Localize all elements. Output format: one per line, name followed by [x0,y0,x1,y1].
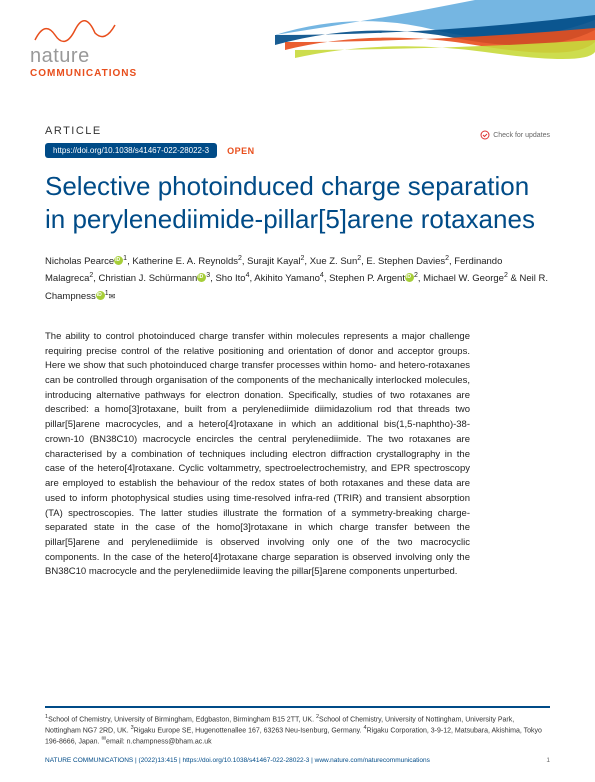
logo-squiggle-icon [30,15,120,45]
header-ribbon [275,0,595,80]
orcid-icon [197,273,206,282]
article-type-label: ARTICLE [45,125,550,137]
affiliations: 1School of Chemistry, University of Birm… [45,706,550,747]
check-updates-button[interactable]: Check for updates [480,130,550,140]
author-list: Nicholas Pearce1, Katherine E. A. Reynol… [45,253,550,305]
orcid-icon [96,291,105,300]
page-number: 1 [546,757,550,764]
check-updates-label: Check for updates [493,132,550,139]
orcid-icon [114,256,123,265]
open-access-label: OPEN [227,146,255,156]
article-title: Selective photoinduced charge separation… [45,170,550,235]
abstract-text: The ability to control photoinduced char… [45,330,550,580]
envelope-icon: ✉ [109,290,116,304]
footer-citation: NATURE COMMUNICATIONS | (2022)13:415 | h… [45,757,430,764]
journal-header: nature COMMUNICATIONS [0,0,595,85]
orcid-icon [405,273,414,282]
doi-link[interactable]: https://doi.org/10.1038/s41467-022-28022… [45,143,217,158]
